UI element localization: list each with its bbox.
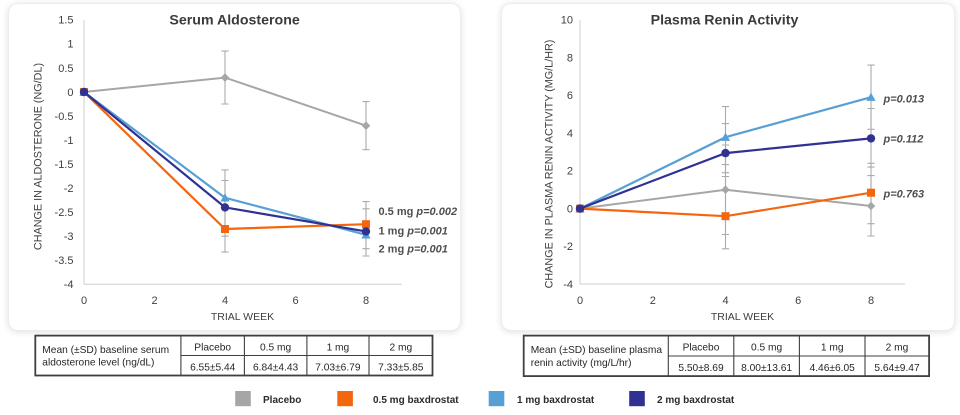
svg-text:1 mg baxdrostat: 1 mg baxdrostat (517, 395, 595, 406)
svg-text:8: 8 (567, 52, 573, 64)
svg-text:6: 6 (292, 295, 298, 307)
svg-text:2 mg baxdrostat: 2 mg baxdrostat (657, 395, 735, 406)
svg-text:7.33±5.85: 7.33±5.85 (378, 362, 424, 373)
svg-text:4.46±6.05: 4.46±6.05 (810, 363, 856, 374)
svg-text:4: 4 (722, 295, 728, 307)
svg-text:aldosterone level (ng/dL): aldosterone level (ng/dL) (42, 357, 154, 368)
svg-text:7.03±6.79: 7.03±6.79 (315, 362, 361, 373)
svg-text:-0.5: -0.5 (55, 111, 74, 123)
svg-text:TRIAL WEEK: TRIAL WEEK (211, 311, 274, 323)
svg-text:8: 8 (868, 295, 874, 307)
svg-text:-1.5: -1.5 (55, 159, 74, 171)
svg-text:2 mg: 2 mg (886, 343, 909, 354)
svg-text:2: 2 (567, 166, 573, 178)
svg-text:1 mg p=0.001: 1 mg p=0.001 (379, 225, 448, 237)
svg-text:-1: -1 (64, 135, 74, 147)
svg-text:4: 4 (222, 295, 228, 307)
svg-text:2 mg: 2 mg (389, 342, 412, 353)
svg-text:renin activity (mg/L/hr): renin activity (mg/L/hr) (531, 358, 632, 369)
svg-text:-4: -4 (64, 279, 74, 291)
svg-text:6: 6 (795, 295, 801, 307)
svg-text:6.55±5.44: 6.55±5.44 (190, 362, 236, 373)
svg-text:0.5: 0.5 (58, 63, 73, 75)
svg-text:5.50±8.69: 5.50±8.69 (678, 363, 724, 374)
svg-text:1 mg: 1 mg (821, 343, 844, 354)
svg-text:-4: -4 (563, 279, 573, 291)
svg-text:0.5 mg: 0.5 mg (751, 343, 782, 354)
svg-text:8.00±13.61: 8.00±13.61 (741, 363, 792, 374)
svg-text:-3.5: -3.5 (55, 255, 74, 267)
svg-text:6.84±4.43: 6.84±4.43 (253, 362, 299, 373)
svg-text:p=0.763: p=0.763 (883, 188, 925, 200)
svg-text:1 mg: 1 mg (327, 342, 350, 353)
svg-text:0: 0 (81, 295, 87, 307)
svg-text:0.5 mg p=0.002: 0.5 mg p=0.002 (379, 206, 458, 218)
svg-text:TRIAL WEEK: TRIAL WEEK (711, 311, 774, 323)
svg-text:0: 0 (67, 87, 73, 99)
svg-text:1.5: 1.5 (58, 15, 73, 27)
svg-text:2: 2 (650, 295, 656, 307)
svg-text:-2: -2 (64, 183, 74, 195)
svg-text:-2: -2 (563, 241, 573, 253)
svg-text:p=0.112: p=0.112 (883, 133, 924, 145)
svg-text:Mean (±SD) baseline plasma: Mean (±SD) baseline plasma (531, 345, 663, 356)
svg-text:8: 8 (363, 295, 369, 307)
svg-text:Placebo: Placebo (683, 343, 720, 354)
svg-text:-2.5: -2.5 (55, 207, 74, 219)
svg-text:6: 6 (567, 90, 573, 102)
svg-text:0.5 mg baxdrostat: 0.5 mg baxdrostat (373, 395, 459, 406)
svg-text:Serum Aldosterone: Serum Aldosterone (169, 12, 299, 28)
svg-text:CHANGE IN PLASMA RENIN ACTIVIT: CHANGE IN PLASMA RENIN ACTIVITY (MG/L/HR… (544, 40, 556, 289)
svg-text:Plasma Renin Activity: Plasma Renin Activity (651, 12, 799, 28)
svg-text:2: 2 (151, 295, 157, 307)
svg-text:p=0.013: p=0.013 (883, 94, 925, 106)
svg-text:-3: -3 (64, 231, 74, 243)
svg-text:Placebo: Placebo (194, 342, 231, 353)
svg-text:1: 1 (67, 39, 73, 51)
svg-text:10: 10 (561, 15, 573, 27)
svg-text:Mean (±SD) baseline serum: Mean (±SD) baseline serum (42, 345, 169, 356)
svg-text:0.5 mg: 0.5 mg (260, 342, 291, 353)
svg-text:0: 0 (577, 295, 583, 307)
svg-text:Placebo: Placebo (263, 395, 301, 406)
svg-text:5.64±9.47: 5.64±9.47 (874, 363, 920, 374)
svg-text:4: 4 (567, 128, 573, 140)
svg-text:CHANGE IN ALDOSTERONE (NG/DL): CHANGE IN ALDOSTERONE (NG/DL) (33, 63, 45, 250)
svg-text:2 mg p=0.001: 2 mg p=0.001 (379, 244, 448, 256)
svg-text:0: 0 (567, 203, 573, 215)
